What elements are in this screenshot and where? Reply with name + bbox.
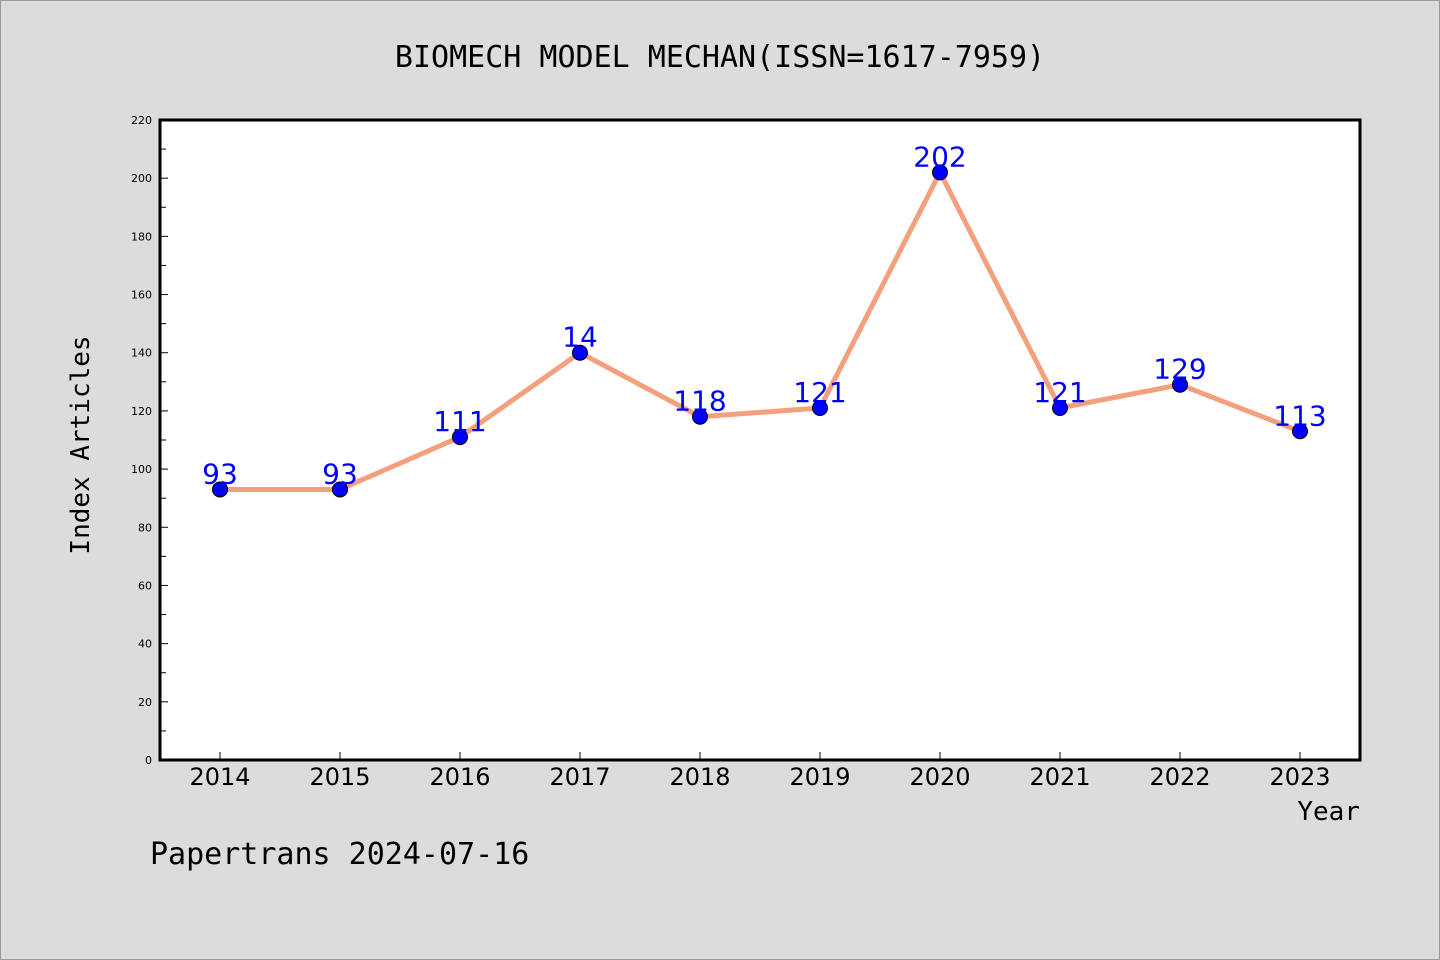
- x-tick-label: 2018: [669, 763, 730, 791]
- data-label: 113: [1273, 399, 1326, 432]
- data-point: [932, 164, 948, 181]
- x-tick-label: 2022: [1149, 763, 1210, 791]
- data-point: [1292, 423, 1308, 440]
- y-axis-label: Index Articles: [66, 335, 96, 554]
- y-tick-label: 160: [131, 289, 152, 302]
- chart-title: BIOMECH MODEL MECHAN(ISSN=1617-7959): [395, 40, 1045, 75]
- data-label: 14: [562, 321, 598, 354]
- x-tick-label: 2017: [549, 763, 610, 791]
- data-point: [452, 429, 468, 446]
- data-point: [332, 481, 348, 498]
- data-label: 93: [202, 457, 238, 490]
- y-tick-label: 120: [131, 405, 152, 418]
- y-tick-label: 200: [131, 172, 152, 185]
- series-group: 93 93 111 14 118 121 202 121 129 113: [202, 140, 1327, 498]
- data-point: [692, 408, 708, 425]
- x-tick-label: 2020: [909, 763, 970, 791]
- x-tick-label: 2014: [189, 763, 250, 791]
- y-axis: 0 20 40 60 80 100 120 140 160 180 200 220: [131, 114, 168, 767]
- data-point: [1052, 400, 1068, 416]
- data-point: [572, 344, 588, 361]
- y-tick-label: 180: [131, 230, 152, 243]
- y-tick-label: 80: [138, 521, 152, 534]
- footer-watermark: Papertrans 2024-07-16: [150, 837, 529, 872]
- y-tick-label: 60: [138, 579, 152, 592]
- data-point: [1172, 376, 1188, 393]
- data-label: 118: [673, 385, 726, 418]
- series-line: [217, 169, 1303, 492]
- x-axis-label: Year: [1297, 797, 1360, 827]
- data-label: 93: [322, 457, 358, 490]
- x-tick-label: 2021: [1029, 763, 1090, 791]
- x-tick-label: 2015: [309, 763, 370, 791]
- data-label: 202: [913, 140, 966, 173]
- data-point: [212, 481, 228, 498]
- x-tick-label: 2016: [429, 763, 490, 791]
- x-tick-label: 2023: [1269, 763, 1330, 791]
- data-point: [812, 400, 828, 416]
- y-tick-label: 140: [131, 347, 152, 360]
- y-tick-label: 40: [138, 638, 152, 651]
- data-label: 121: [1033, 376, 1086, 409]
- x-tick-label: 2019: [789, 763, 850, 791]
- plot-area: [158, 118, 1362, 762]
- data-label: 129: [1153, 353, 1206, 386]
- y-tick-label: 20: [138, 696, 152, 709]
- y-tick-label: 100: [131, 463, 152, 476]
- x-axis: 2014 2015 2016 2017 2018 2019 2020 2021 2022 2023: [189, 752, 1331, 791]
- y-tick-label: 0: [145, 754, 152, 767]
- y-tick-label: 220: [131, 114, 152, 127]
- data-label: 111: [433, 405, 486, 438]
- data-label: 121: [793, 376, 846, 409]
